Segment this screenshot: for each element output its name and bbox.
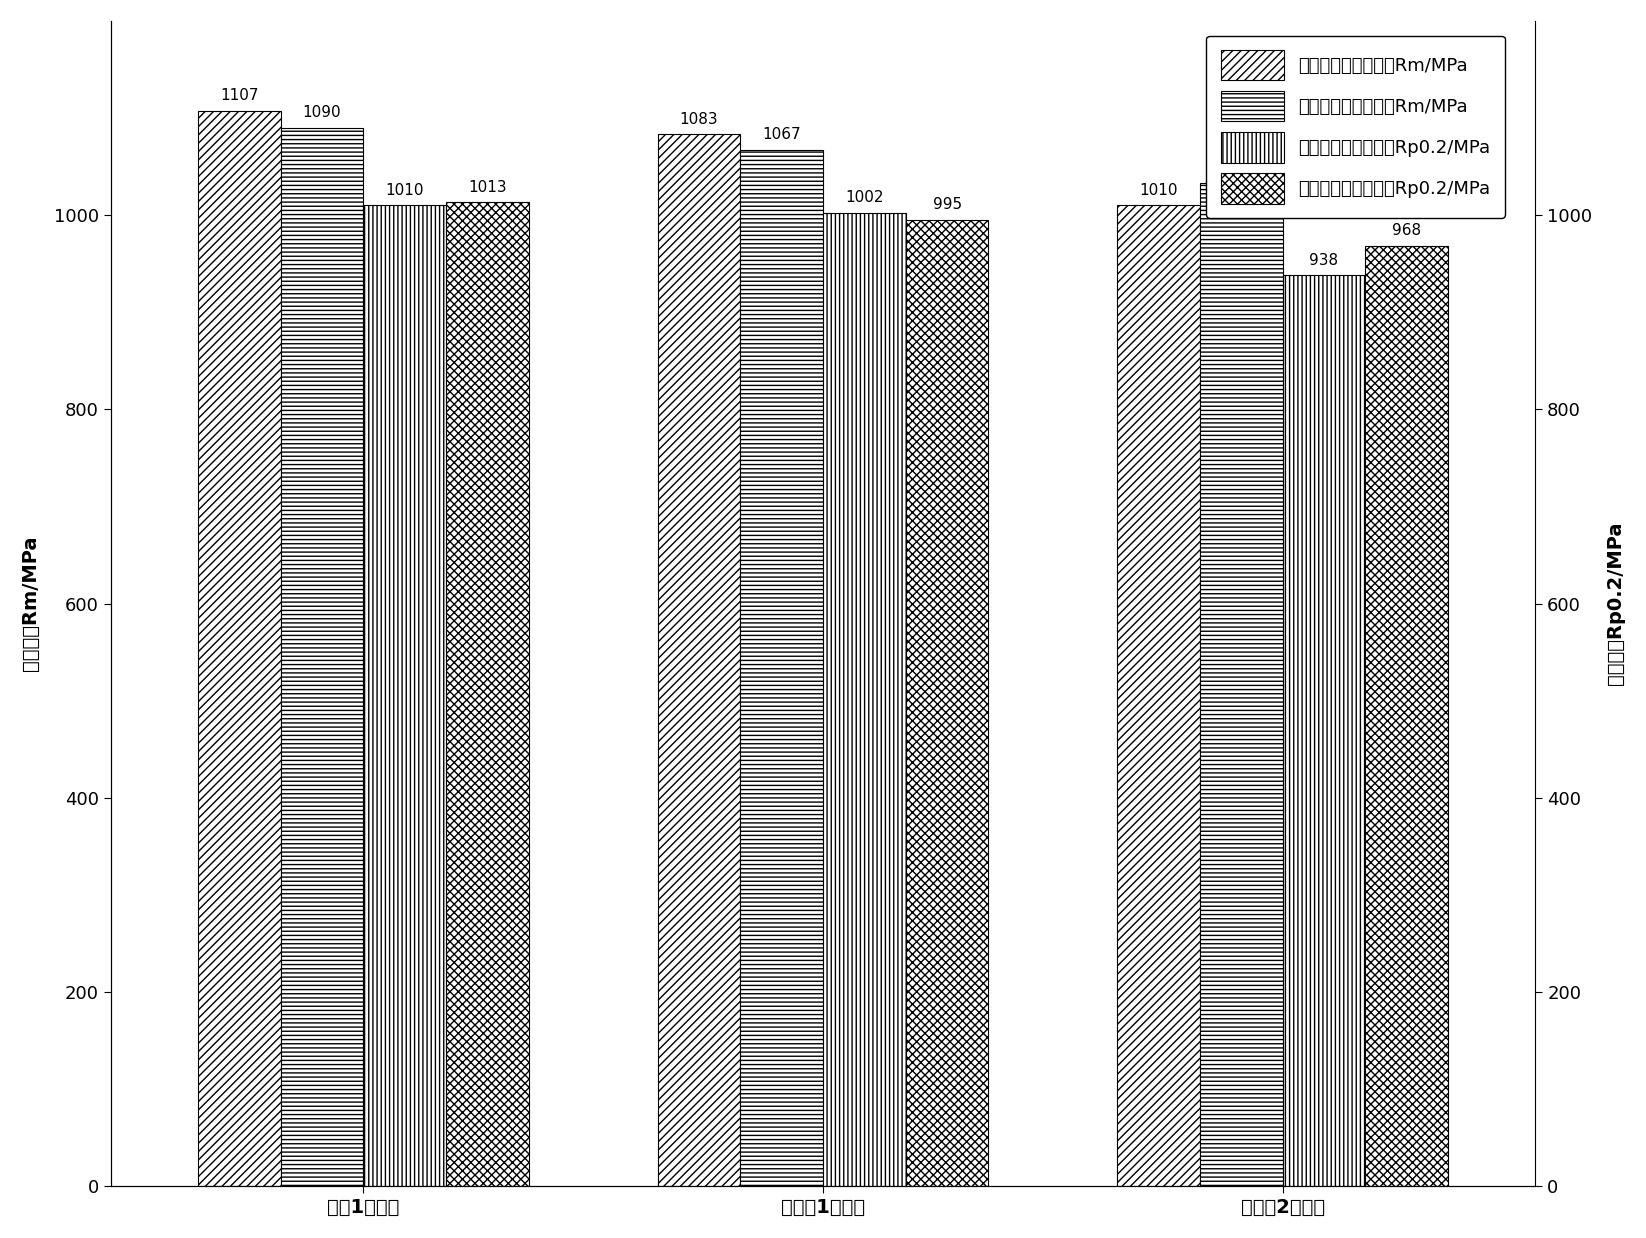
- Legend: 热暴露前的抗拉强度Rm/MPa, 热暴露后的抗拉强度Rm/MPa, 热暴露前的屈服强度Rp0.2/MPa, 热暴露后的屈服强度Rp0.2/MPa: 热暴露前的抗拉强度Rm/MPa, 热暴露后的抗拉强度Rm/MPa, 热暴露前的屈…: [1207, 36, 1504, 218]
- Bar: [905, 220, 989, 1186]
- Bar: [657, 135, 741, 1186]
- Text: 1002: 1002: [844, 191, 884, 206]
- Text: 995: 995: [933, 197, 961, 212]
- Text: 1090: 1090: [303, 105, 341, 120]
- Y-axis label: 屈服强度Rp0.2/MPa: 屈服强度Rp0.2/MPa: [1606, 522, 1625, 686]
- Bar: [446, 203, 528, 1186]
- Y-axis label: 抗拉强度Rm/MPa: 抗拉强度Rm/MPa: [21, 536, 40, 671]
- Bar: [1118, 206, 1200, 1186]
- Bar: [823, 213, 905, 1186]
- Text: 1010: 1010: [1139, 183, 1179, 198]
- Bar: [364, 206, 446, 1186]
- Text: 1107: 1107: [221, 88, 258, 104]
- Bar: [1365, 246, 1448, 1186]
- Bar: [1282, 275, 1365, 1186]
- Text: 1083: 1083: [680, 111, 718, 126]
- Text: 1067: 1067: [762, 128, 802, 142]
- Text: 1033: 1033: [1221, 160, 1261, 176]
- Text: 938: 938: [1309, 253, 1338, 267]
- Bar: [198, 111, 281, 1186]
- Text: 1013: 1013: [467, 180, 507, 194]
- Text: 968: 968: [1393, 223, 1420, 239]
- Bar: [281, 128, 364, 1186]
- Bar: [741, 150, 823, 1186]
- Text: 1010: 1010: [385, 183, 425, 198]
- Bar: [1200, 183, 1282, 1186]
